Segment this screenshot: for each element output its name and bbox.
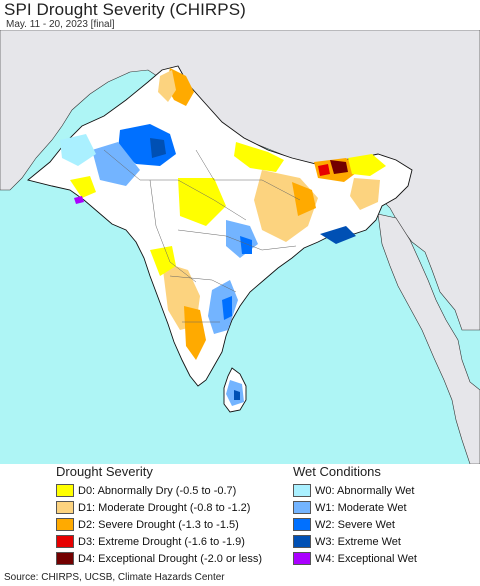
legend-item-d1: D1: Moderate Drought (-0.8 to -1.2) <box>56 499 262 516</box>
drought-legend-heading: Drought Severity <box>56 464 153 479</box>
legend-swatch-w1 <box>293 501 311 514</box>
legend-swatch-d0 <box>56 484 74 497</box>
legend-label-d1: D1: Moderate Drought (-0.8 to -1.2) <box>78 501 251 514</box>
legend-item-d3: D3: Extreme Drought (-1.6 to -1.9) <box>56 533 262 550</box>
drought-map <box>0 30 480 464</box>
legend-item-d0: D0: Abnormally Dry (-0.5 to -0.7) <box>56 482 262 499</box>
drought-legend: Drought Severity D0: Abnormally Dry (-0.… <box>56 464 262 567</box>
legend-swatch-w3 <box>293 535 311 548</box>
legend-item-d2: D2: Severe Drought (-1.3 to -1.5) <box>56 516 262 533</box>
legend-label-d3: D3: Extreme Drought (-1.6 to -1.9) <box>78 535 245 548</box>
legend-swatch-d4 <box>56 552 74 565</box>
legend-item-w1: W1: Moderate Wet <box>293 499 417 516</box>
legend-swatch-w2 <box>293 518 311 531</box>
legend: Drought Severity D0: Abnormally Dry (-0.… <box>0 464 480 570</box>
legend-item-w0: W0: Abnormally Wet <box>293 482 417 499</box>
admin-borders <box>103 149 301 323</box>
legend-label-d0: D0: Abnormally Dry (-0.5 to -0.7) <box>78 484 237 497</box>
eastern-land <box>377 213 480 464</box>
legend-label-w2: W2: Severe Wet <box>315 518 395 531</box>
outside-land <box>0 30 480 331</box>
legend-swatch-w0 <box>293 484 311 497</box>
legend-swatch-d3 <box>56 535 74 548</box>
map-title: SPI Drought Severity (CHIRPS) <box>4 0 246 19</box>
legend-item-w3: W3: Extreme Wet <box>293 533 417 550</box>
wet-legend-heading: Wet Conditions <box>293 464 381 479</box>
legend-item-w4: W4: Exceptional Wet <box>293 550 417 567</box>
source-credit: Source: CHIRPS, UCSB, Climate Hazards Ce… <box>4 572 225 583</box>
legend-label-w0: W0: Abnormally Wet <box>315 484 415 497</box>
wet-legend: Wet Conditions W0: Abnormally Wet W1: Mo… <box>293 464 417 567</box>
map-date-range: May. 11 - 20, 2023 [final] <box>6 19 115 30</box>
legend-item-w2: W2: Severe Wet <box>293 516 417 533</box>
legend-item-d4: D4: Exceptional Drought (-2.0 or less) <box>56 550 262 567</box>
severity-overlay <box>60 68 386 406</box>
legend-swatch-w4 <box>293 552 311 565</box>
legend-label-w1: W1: Moderate Wet <box>315 501 407 514</box>
legend-label-d2: D2: Severe Drought (-1.3 to -1.5) <box>78 518 239 531</box>
legend-label-d4: D4: Exceptional Drought (-2.0 or less) <box>78 552 263 565</box>
legend-swatch-d2 <box>56 518 74 531</box>
legend-label-w4: W4: Exceptional Wet <box>315 552 417 565</box>
legend-label-w3: W3: Extreme Wet <box>315 535 401 548</box>
legend-swatch-d1 <box>56 501 74 514</box>
